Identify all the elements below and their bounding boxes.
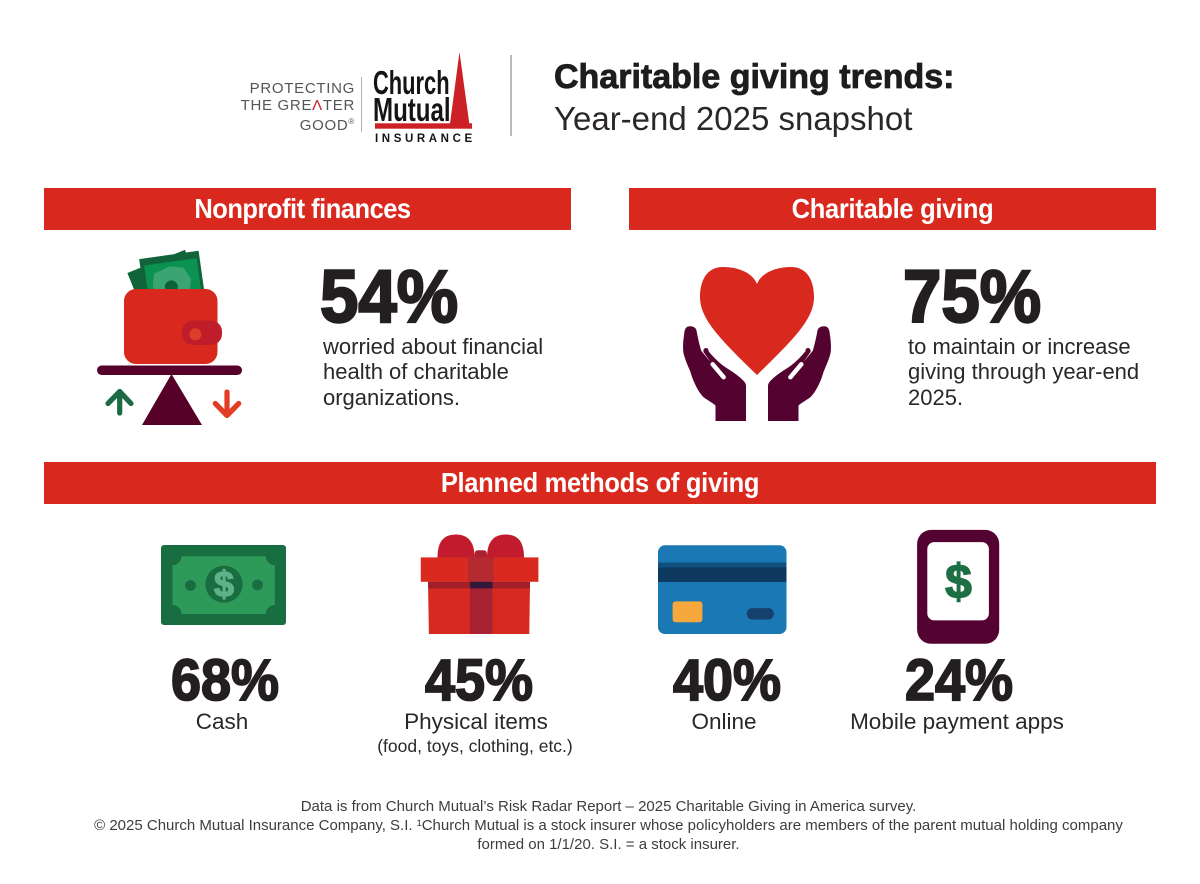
svg-text:$: $ (945, 556, 972, 609)
svg-text:$: $ (214, 563, 234, 604)
